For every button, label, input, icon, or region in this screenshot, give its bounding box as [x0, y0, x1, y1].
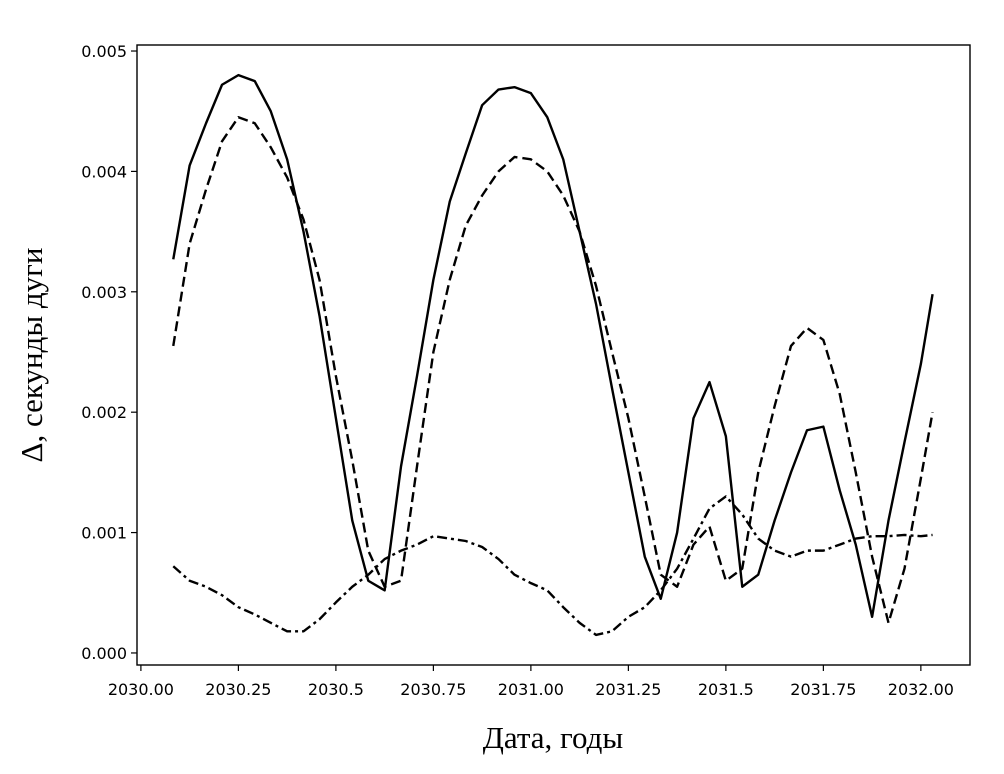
x-tick-label: 2031.25 [595, 680, 661, 699]
plot-frame [136, 44, 971, 666]
x-tick-label: 2031.5 [698, 680, 754, 699]
y-tick-label: 0.003 [81, 283, 127, 302]
x-tick-label: 2030.25 [205, 680, 271, 699]
x-tick-label: 2030.75 [400, 680, 466, 699]
y-tick-label: 0.004 [81, 162, 127, 181]
y-tick-label: 0.002 [81, 403, 127, 422]
x-tick-label: 2030.00 [108, 680, 174, 699]
series-line [172, 495, 933, 637]
x-tick-label: 2030.5 [308, 680, 364, 699]
y-tick-label: 0.005 [81, 42, 127, 61]
x-tick-label: 2031.75 [790, 680, 856, 699]
series-line [172, 73, 934, 619]
y-tick-label: 0.000 [81, 644, 127, 663]
x-tick-label: 2032.00 [888, 680, 954, 699]
x-axis-title: Дата, годы [483, 720, 624, 755]
series-line [172, 116, 934, 625]
y-axis-title: Δ, секунды дуги [14, 248, 49, 463]
x-tick-label: 2031.00 [498, 680, 564, 699]
y-tick-label: 0.001 [81, 524, 127, 543]
